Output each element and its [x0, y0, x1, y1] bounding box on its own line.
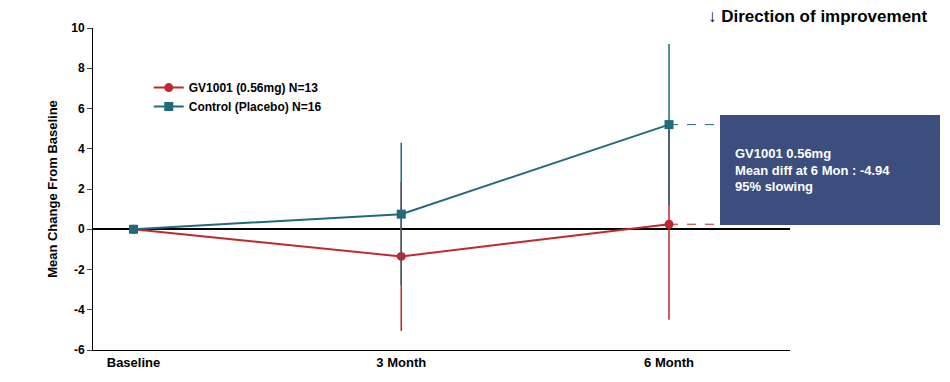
svg-text:GV1001 0.56mgMean diff at 6 Mo: GV1001 0.56mgMean diff at 6 Mon : -4.949…: [735, 146, 890, 195]
svg-text:3 Month: 3 Month: [376, 355, 426, 370]
svg-text:↓ Direction of improvement: ↓ Direction of improvement: [708, 7, 927, 26]
svg-text:6: 6: [78, 102, 85, 116]
svg-text:-4: -4: [74, 303, 85, 317]
svg-text:4: 4: [78, 142, 85, 156]
svg-text:GV1001 (0.56mg) N=13: GV1001 (0.56mg) N=13: [189, 81, 318, 95]
svg-text:-2: -2: [74, 263, 85, 277]
svg-text:Mean Change From Baseline: Mean Change From Baseline: [45, 100, 60, 278]
svg-text:Control (Placebo) N=16: Control (Placebo) N=16: [189, 100, 322, 114]
svg-text:2: 2: [78, 182, 85, 196]
svg-text:0: 0: [78, 222, 85, 236]
svg-text:8: 8: [78, 61, 85, 75]
svg-text:Baseline: Baseline: [107, 355, 160, 370]
svg-text:6 Month: 6 Month: [644, 355, 694, 370]
svg-text:10: 10: [71, 21, 85, 35]
svg-text:-6: -6: [74, 343, 85, 357]
